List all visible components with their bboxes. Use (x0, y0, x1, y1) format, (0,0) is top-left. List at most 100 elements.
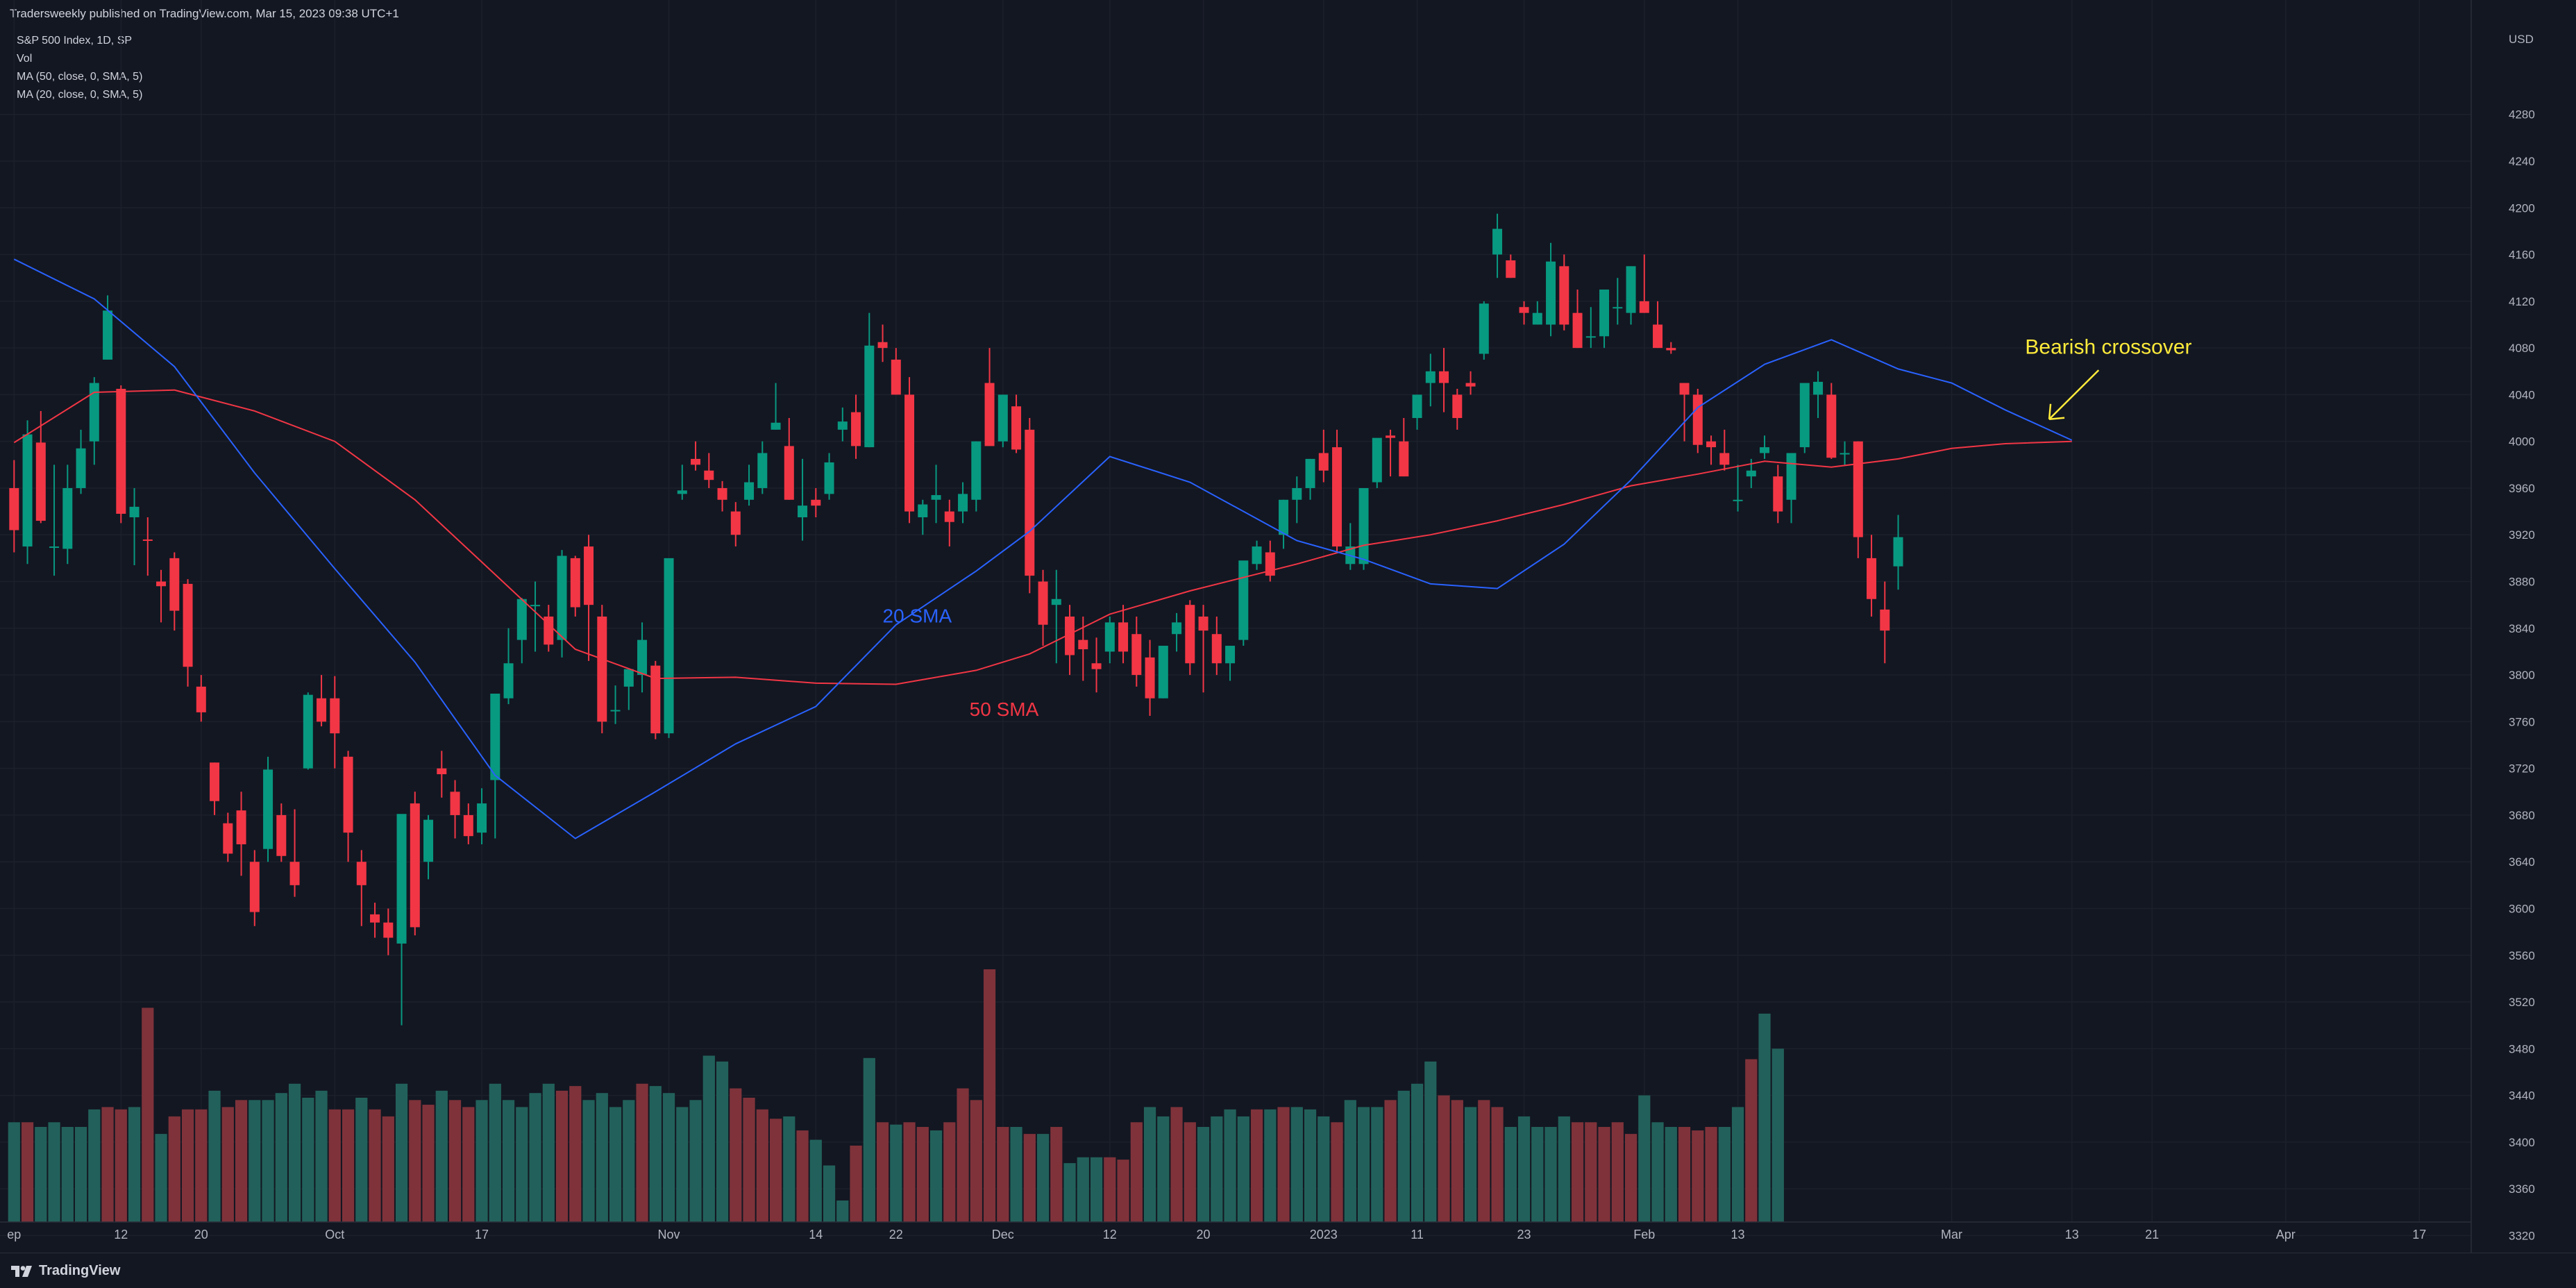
volume-bar (1250, 1109, 1263, 1222)
candle-body (584, 546, 594, 605)
candle-body (1746, 470, 1756, 477)
candle (984, 348, 995, 446)
candle-body (1051, 599, 1061, 605)
volume-bar (582, 1100, 595, 1222)
candle-body (717, 487, 727, 500)
x-tick-label: 11 (1411, 1228, 1424, 1241)
volume-bar (823, 1165, 836, 1222)
candle-body (1452, 394, 1463, 419)
candle (1585, 307, 1596, 349)
x-tick-label: 22 (889, 1228, 903, 1241)
candle-body (1358, 487, 1369, 564)
tradingview-logo[interactable]: TradingView (11, 1263, 120, 1279)
volume-bar (1678, 1127, 1691, 1222)
candle (891, 348, 901, 395)
volume-bar (302, 1097, 314, 1222)
legend-vol[interactable]: Vol (17, 53, 33, 65)
volume-bar (1665, 1127, 1677, 1222)
volume-bar (1237, 1116, 1249, 1222)
candle (49, 465, 60, 576)
volume-bar (1117, 1160, 1129, 1222)
y-tick-label: 3840 (2509, 622, 2535, 635)
y-tick-label: 3600 (2509, 902, 2535, 915)
candle (22, 420, 33, 564)
candle-body (62, 487, 73, 549)
x-tick-label: Dec (992, 1228, 1014, 1241)
candle (1292, 476, 1302, 524)
candle (1318, 429, 1329, 483)
y-tick-label: 3560 (2509, 949, 2535, 962)
candle (1065, 605, 1075, 676)
candle (530, 581, 541, 652)
volume-bar (1050, 1127, 1063, 1222)
candle-body (851, 412, 861, 446)
legend-symbol[interactable]: S&P 500 Index, 1D, SP (17, 35, 133, 47)
candle-body (1799, 383, 1810, 448)
volume-bar (1170, 1107, 1183, 1222)
candle (116, 385, 126, 524)
y-tick-label: 4280 (2509, 108, 2535, 122)
candle (1786, 453, 1796, 524)
candle-body (918, 504, 928, 518)
candle-body (691, 458, 701, 465)
candle (584, 535, 594, 661)
x-tick-label: Mar (1941, 1228, 1962, 1241)
volume-bar (1143, 1107, 1156, 1222)
candle (971, 441, 982, 512)
candle (1813, 371, 1824, 419)
candle (1546, 242, 1556, 337)
tradingview-logo-icon (11, 1265, 32, 1277)
volume-bar (1411, 1083, 1424, 1222)
y-tick-label: 3640 (2509, 855, 2535, 869)
candle (1719, 429, 1730, 471)
y-tick-label: 3800 (2509, 669, 2535, 682)
candle-body (1399, 441, 1409, 477)
candle-body (1118, 622, 1129, 652)
candle (1118, 605, 1129, 664)
candle-body (1479, 303, 1489, 354)
volume-bar (382, 1116, 394, 1222)
candle-body (1238, 560, 1249, 640)
volume-bar (101, 1107, 114, 1222)
price-axis: USD 4280 4240 4200 4160 4120 4080 4040 4000 3960 3… (2470, 0, 2535, 1253)
candle-body (1185, 605, 1195, 664)
candle (1706, 435, 1717, 465)
candle-body (1679, 383, 1690, 395)
candle-body (1853, 441, 1863, 537)
candle (1733, 465, 1743, 512)
candle-body (249, 862, 260, 912)
volume-bar (1290, 1107, 1303, 1222)
candle-body (1653, 324, 1663, 349)
volume-bar (262, 1100, 274, 1222)
candle-body (516, 599, 527, 640)
candle (1185, 600, 1195, 676)
candle (1265, 540, 1275, 582)
legend-ma50[interactable]: MA (50, close, 0, SMA, 5) (17, 71, 143, 83)
candle (1386, 429, 1396, 477)
legend-ma20[interactable]: MA (20, close, 0, SMA, 5) (17, 89, 143, 101)
volume-bar (1023, 1134, 1036, 1222)
candle (1679, 383, 1690, 442)
candle (1799, 383, 1810, 453)
candle-body (610, 710, 621, 712)
candle-body (490, 693, 500, 780)
candle (691, 441, 701, 471)
volume-bar (235, 1100, 248, 1222)
volume-bar (957, 1088, 969, 1222)
price-chart[interactable]: USD 4280 4240 4200 4160 4120 4080 4040 4000 3960 3… (0, 0, 2576, 1253)
candle-body (931, 495, 941, 500)
candle-body (1211, 634, 1222, 664)
candle-body (423, 819, 434, 862)
candle (263, 756, 273, 862)
candle-body (1585, 336, 1596, 338)
x-tick-label: Oct (325, 1228, 344, 1241)
candle (1519, 301, 1529, 325)
candle-body (263, 769, 273, 849)
candle-body (463, 814, 473, 837)
volume-bar (208, 1090, 221, 1222)
y-tick-label: 4200 (2509, 201, 2535, 215)
x-tick-label: 2023 (1310, 1228, 1338, 1241)
candle (744, 465, 755, 506)
sma50-label: 50 SMA (970, 699, 1039, 720)
